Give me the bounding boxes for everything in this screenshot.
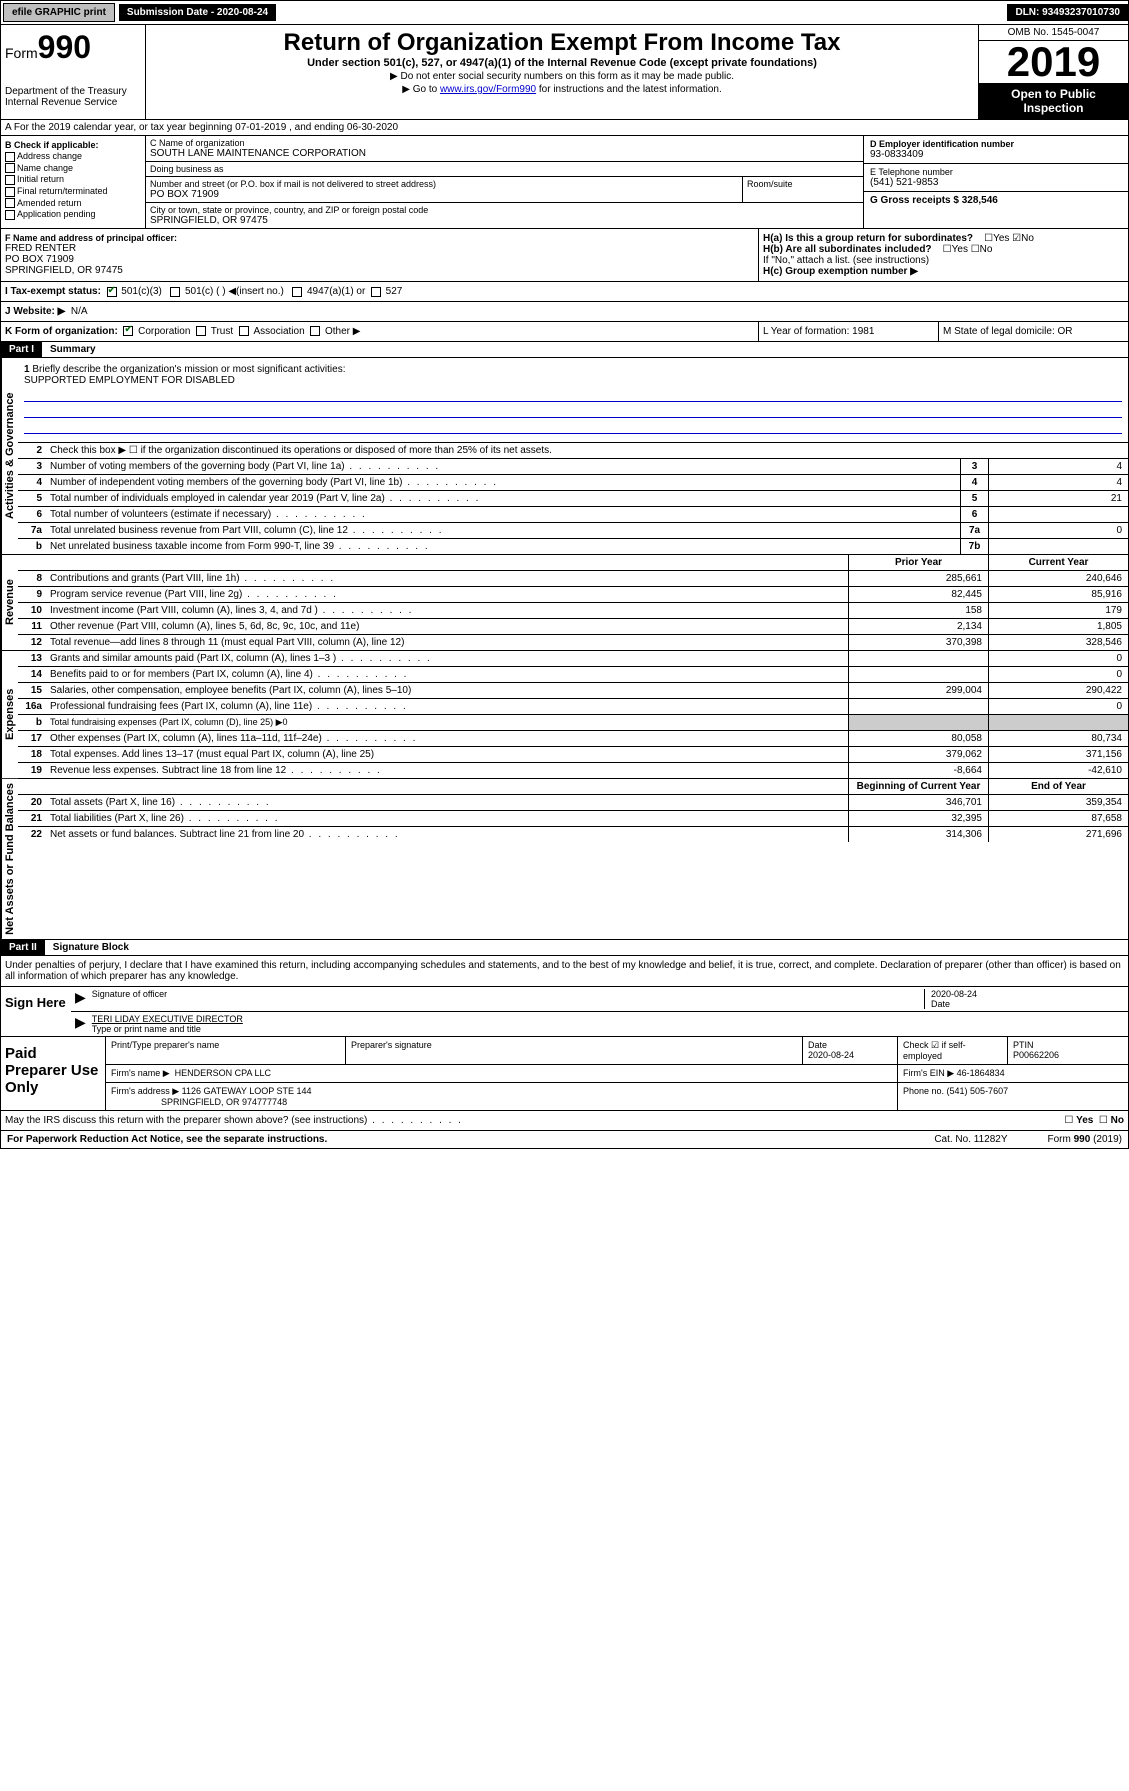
org-city: SPRINGFIELD, OR 97475: [150, 215, 859, 226]
cb-trust[interactable]: [196, 326, 206, 336]
c-name-label: C Name of organization: [150, 138, 859, 148]
officer-addr1: PO BOX 71909: [5, 254, 754, 265]
dept-label: Department of the Treasury Internal Reve…: [5, 86, 141, 108]
mission-text: SUPPORTED EMPLOYMENT FOR DISABLED: [24, 375, 1122, 386]
vtab-revenue: Revenue: [1, 555, 18, 650]
summary-netassets: Net Assets or Fund Balances Beginning of…: [0, 779, 1129, 940]
part1-header: Part I Summary: [0, 342, 1129, 358]
cb-assoc[interactable]: [239, 326, 249, 336]
block-i-tax: I Tax-exempt status: 501(c)(3) 501(c) ( …: [0, 282, 1129, 302]
top-bar: efile GRAPHIC print Submission Date - 20…: [0, 0, 1129, 25]
cb-corp[interactable]: [123, 326, 133, 336]
hb: H(b) Are all subordinates included? ☐Yes…: [763, 244, 1124, 255]
note-link: ▶ Go to www.irs.gov/Form990 for instruct…: [150, 84, 974, 95]
g-gross: G Gross receipts $ 328,546: [864, 192, 1128, 209]
declaration: Under penalties of perjury, I declare th…: [1, 956, 1128, 986]
submission-date: Submission Date - 2020-08-24: [119, 4, 276, 21]
cb-other[interactable]: [310, 326, 320, 336]
ha: H(a) Is this a group return for subordin…: [763, 233, 1124, 244]
form-subtitle: Under section 501(c), 527, or 4947(a)(1)…: [150, 57, 974, 69]
room-label: Room/suite: [743, 177, 863, 202]
block-bcde: B Check if applicable: Address change Na…: [0, 136, 1129, 229]
cb-501c[interactable]: [170, 287, 180, 297]
hb-note: If "No," attach a list. (see instruction…: [763, 255, 1124, 266]
form-title: Return of Organization Exempt From Incom…: [150, 29, 974, 57]
cb-501c3[interactable]: [107, 287, 117, 297]
org-address: PO BOX 71909: [150, 189, 738, 200]
block-fh: F Name and address of principal officer:…: [0, 229, 1129, 282]
officer-addr2: SPRINGFIELD, OR 97475: [5, 265, 754, 276]
row-a-period: A For the 2019 calendar year, or tax yea…: [0, 120, 1129, 136]
m-state: M State of legal domicile: OR: [938, 322, 1128, 341]
vtab-netassets: Net Assets or Fund Balances: [1, 779, 18, 939]
city-label: City or town, state or province, country…: [150, 205, 859, 215]
hc: H(c) Group exemption number ▶: [763, 266, 1124, 277]
signature-block: Under penalties of perjury, I declare th…: [0, 956, 1129, 1131]
summary-expenses: Expenses 13Grants and similar amounts pa…: [0, 651, 1129, 779]
vtab-expenses: Expenses: [1, 651, 18, 778]
cb-4947[interactable]: [292, 287, 302, 297]
efile-btn[interactable]: efile GRAPHIC print: [3, 3, 115, 22]
officer-name: FRED RENTER: [5, 243, 754, 254]
dba-label: Doing business as: [146, 162, 863, 177]
form-ref: Form 990 (2019): [1048, 1134, 1122, 1145]
form-header: Form990 Department of the Treasury Inter…: [0, 25, 1129, 120]
note-ssn: ▶ Do not enter social security numbers o…: [150, 71, 974, 82]
open-inspection: Open to Public Inspection: [979, 83, 1128, 119]
dln: DLN: 93493237010730: [1007, 4, 1128, 21]
cb-527[interactable]: [371, 287, 381, 297]
d-ein-label: D Employer identification number: [870, 139, 1122, 149]
summary-governance: Activities & Governance 1 Briefly descri…: [0, 358, 1129, 555]
form-label: Form990: [5, 29, 141, 66]
phone: (541) 521-9853: [870, 177, 1122, 188]
ein: 93-0833409: [870, 149, 1122, 160]
part2-header: Part II Signature Block: [0, 940, 1129, 956]
paid-preparer-label: Paid Preparer Use Only: [1, 1037, 106, 1110]
e-phone-label: E Telephone number: [870, 167, 1122, 177]
block-klm: K Form of organization: Corporation Trus…: [0, 322, 1129, 342]
summary-revenue: Revenue Prior YearCurrent Year 8Contribu…: [0, 555, 1129, 651]
irs-link[interactable]: www.irs.gov/Form990: [440, 84, 536, 95]
may-irs-discuss: May the IRS discuss this return with the…: [1, 1110, 1128, 1130]
l-year: L Year of formation: 1981: [758, 322, 938, 341]
addr-label: Number and street (or P.O. box if mail i…: [150, 179, 738, 189]
org-name: SOUTH LANE MAINTENANCE CORPORATION: [150, 148, 859, 159]
footer: For Paperwork Reduction Act Notice, see …: [0, 1131, 1129, 1149]
sign-here-label: Sign Here: [1, 987, 71, 1036]
block-j-website: J Website: ▶ N/A: [0, 302, 1129, 322]
vtab-governance: Activities & Governance: [1, 358, 18, 554]
tax-year: 2019: [979, 41, 1128, 83]
col-b-checkboxes: B Check if applicable: Address change Na…: [1, 136, 146, 228]
f-label: F Name and address of principal officer:: [5, 233, 754, 243]
